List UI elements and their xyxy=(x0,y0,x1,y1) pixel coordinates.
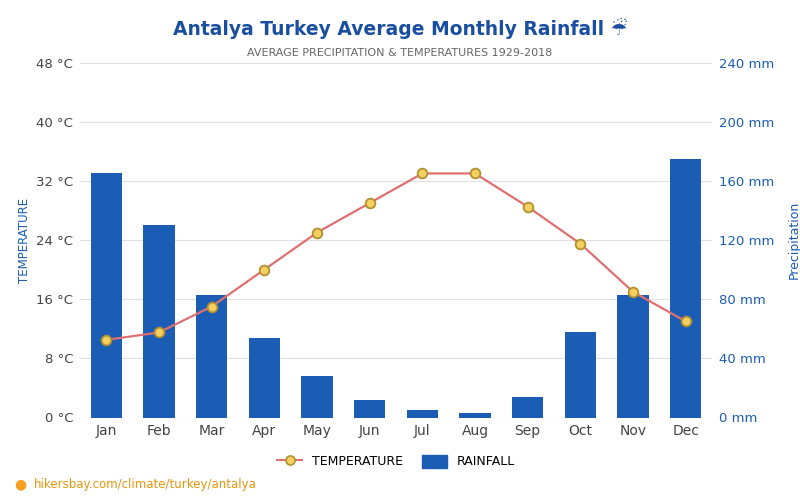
Bar xyxy=(459,413,490,418)
Bar xyxy=(354,400,386,417)
Bar xyxy=(406,410,438,418)
Bar xyxy=(196,294,227,418)
Text: hikersbay.com/climate/turkey/antalya: hikersbay.com/climate/turkey/antalya xyxy=(34,478,257,491)
Bar xyxy=(90,174,122,418)
Text: AVERAGE PRECIPITATION & TEMPERATURES 1929-2018: AVERAGE PRECIPITATION & TEMPERATURES 192… xyxy=(247,48,553,58)
Text: Antalya Turkey Average Monthly Rainfall ☔: Antalya Turkey Average Monthly Rainfall … xyxy=(173,18,627,39)
Bar xyxy=(618,294,649,418)
Bar xyxy=(565,332,596,418)
Bar xyxy=(249,338,280,417)
Bar xyxy=(670,158,702,418)
Legend: TEMPERATURE, RAINFALL: TEMPERATURE, RAINFALL xyxy=(272,450,520,473)
Bar xyxy=(512,397,543,417)
Y-axis label: TEMPERATURE: TEMPERATURE xyxy=(18,198,31,282)
Bar xyxy=(301,376,333,418)
Y-axis label: Precipitation: Precipitation xyxy=(788,201,800,279)
Bar xyxy=(143,225,174,418)
Text: ●: ● xyxy=(14,477,26,491)
